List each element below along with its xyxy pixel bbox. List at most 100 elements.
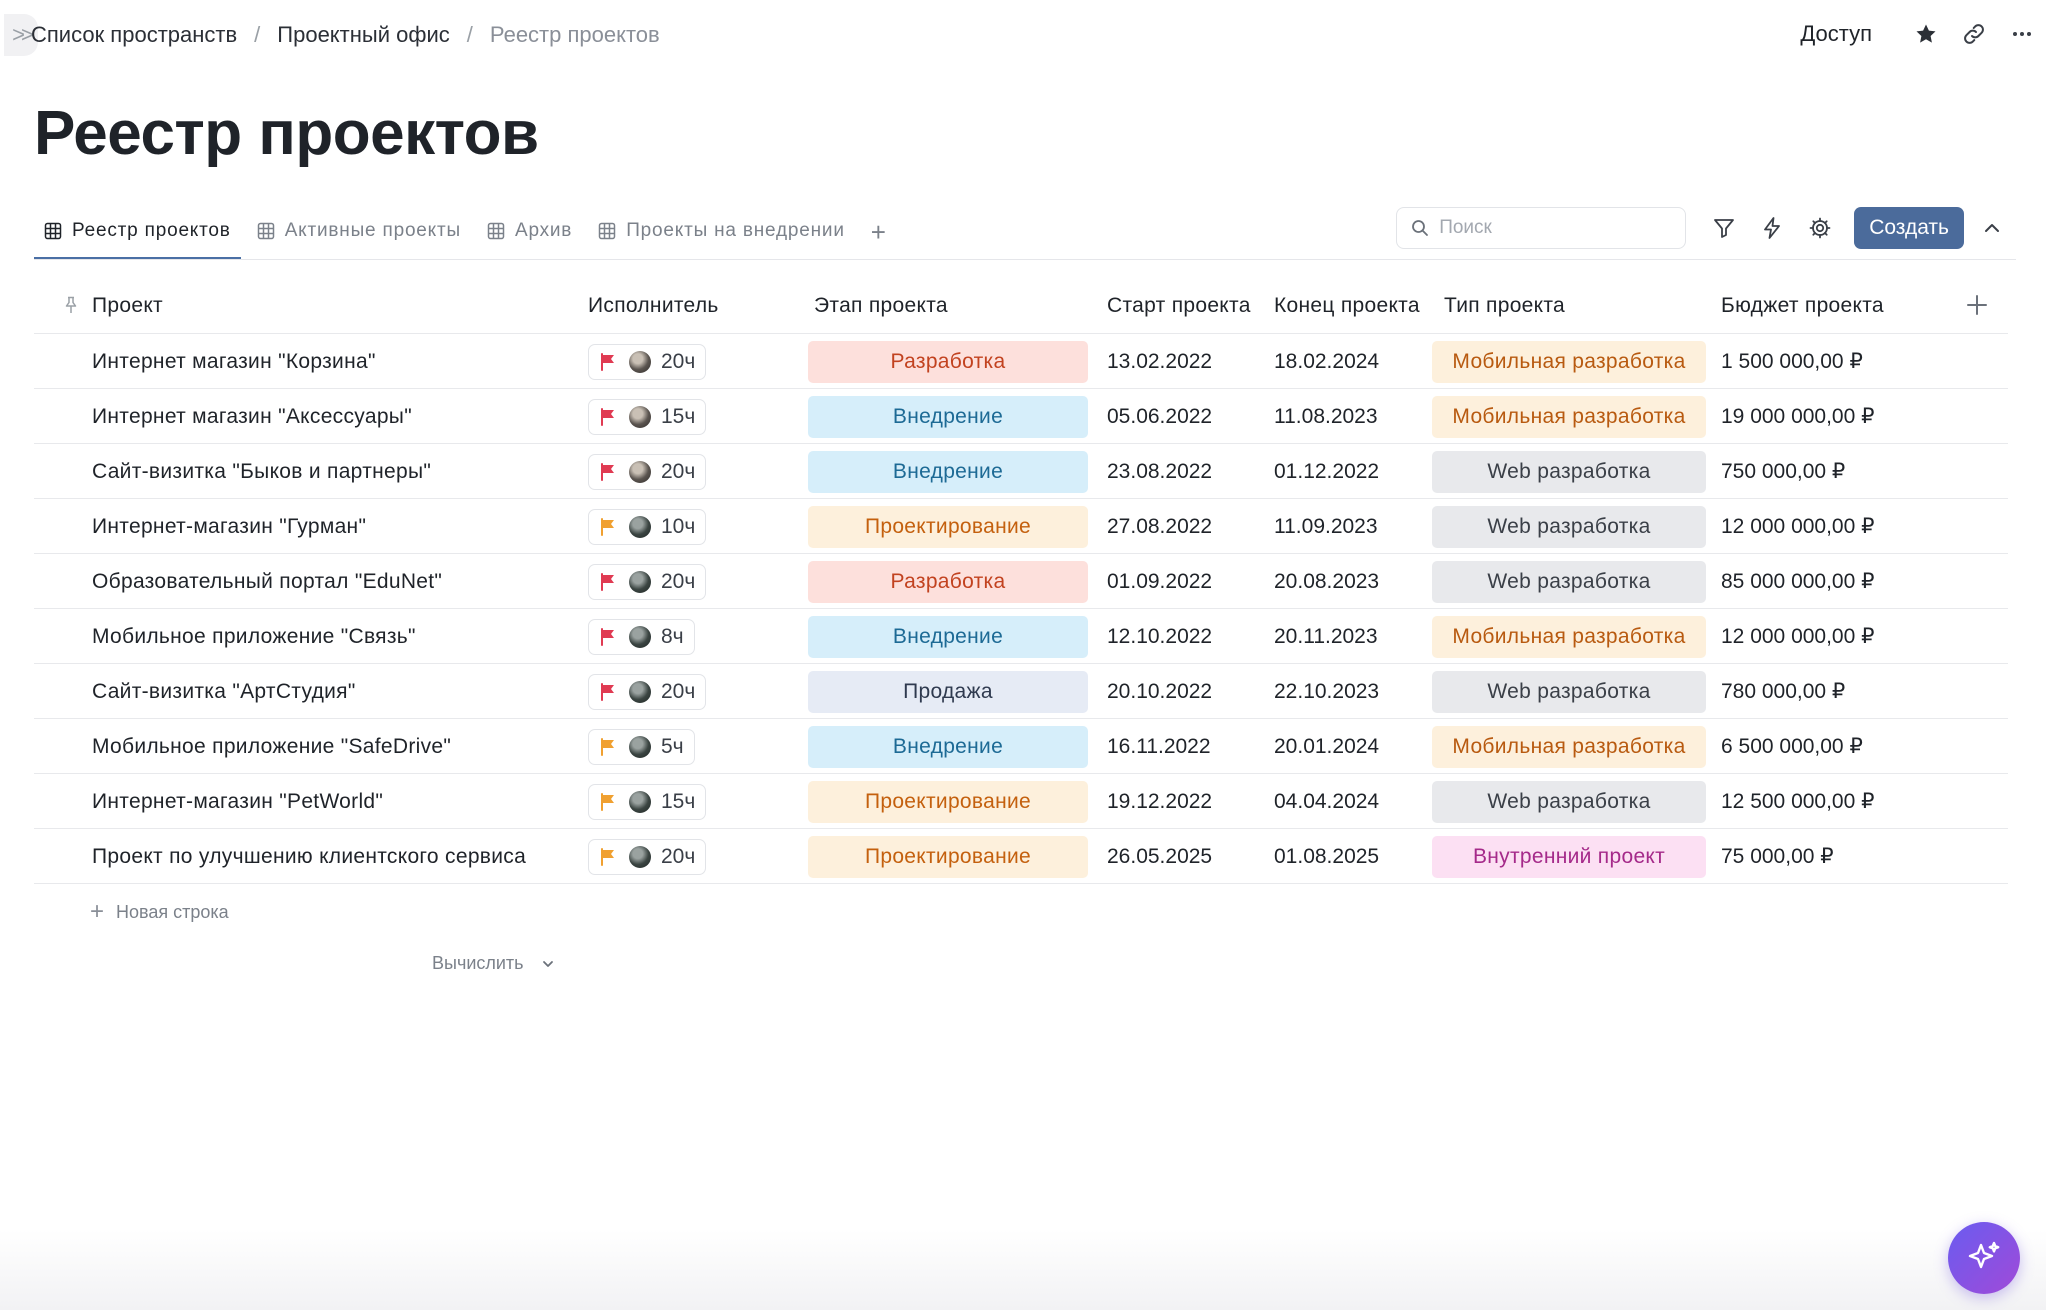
type-cell[interactable]: Мобильная разработка bbox=[1432, 389, 1706, 444]
type-cell[interactable]: Мобильная разработка bbox=[1432, 334, 1706, 389]
budget-value[interactable]: 6 500 000,00 ₽ bbox=[1721, 735, 1863, 758]
assignee-cell[interactable]: 20ч bbox=[588, 554, 707, 609]
search-box[interactable] bbox=[1396, 207, 1687, 249]
expand-sidebar-icon[interactable]: >> bbox=[4, 14, 38, 56]
search-input[interactable] bbox=[1439, 217, 1670, 239]
table-row[interactable]: Интернет магазин "Аксессуары" 15ч Внедрени… bbox=[34, 389, 2008, 444]
more-icon[interactable] bbox=[1998, 16, 2046, 52]
end-date[interactable]: 04.04.2024 bbox=[1274, 789, 1380, 813]
end-date[interactable]: 01.12.2022 bbox=[1274, 459, 1380, 483]
type-cell[interactable]: Web разработка bbox=[1432, 664, 1706, 719]
budget-value[interactable]: 85 000 000,00 ₽ bbox=[1721, 570, 1875, 593]
table-row[interactable]: Мобильное приложение "Связь" 8ч Внедрение 1… bbox=[34, 609, 2008, 664]
stage-cell[interactable]: Внедрение bbox=[808, 719, 1088, 774]
budget-value[interactable]: 75 000,00 ₽ bbox=[1721, 845, 1834, 868]
assignee-pill[interactable]: 20ч bbox=[588, 838, 707, 875]
tab-registry[interactable]: Реестр проектов bbox=[34, 204, 241, 260]
assignee-pill[interactable]: 8ч bbox=[588, 618, 695, 655]
assignee-pill[interactable]: 5ч bbox=[588, 728, 695, 765]
assignee-cell[interactable]: 20ч bbox=[588, 829, 707, 884]
access-button[interactable]: Доступ bbox=[1800, 21, 1872, 46]
column-header-budget[interactable]: Бюджет проекта bbox=[1721, 293, 1884, 317]
stage-cell[interactable]: Проектирование bbox=[808, 774, 1088, 829]
project-name[interactable]: Интернет магазин "Аксессуары" bbox=[92, 404, 412, 428]
assignee-cell[interactable]: 15ч bbox=[588, 389, 707, 444]
automation-icon[interactable] bbox=[1748, 207, 1796, 249]
start-date[interactable]: 23.08.2022 bbox=[1107, 459, 1213, 483]
assignee-cell[interactable]: 10ч bbox=[588, 499, 707, 554]
budget-value[interactable]: 1 500 000,00 ₽ bbox=[1721, 350, 1863, 373]
table-row[interactable]: Мобильное приложение "SafeDrive" 5ч Внедре… bbox=[34, 719, 2008, 774]
project-name[interactable]: Интернет-магазин "Гурман" bbox=[92, 514, 367, 538]
star-icon[interactable] bbox=[1902, 16, 1950, 52]
end-date[interactable]: 18.02.2024 bbox=[1274, 349, 1380, 373]
add-view-icon[interactable]: + bbox=[870, 216, 886, 247]
project-name[interactable]: Мобильное приложение "Связь" bbox=[92, 624, 416, 648]
project-name[interactable]: Сайт-визитка "Быков и партнеры" bbox=[92, 459, 432, 483]
start-date[interactable]: 13.02.2022 bbox=[1107, 349, 1213, 373]
project-name[interactable]: Проект по улучшению клиентского сервиса bbox=[92, 844, 527, 868]
assignee-pill[interactable]: 15ч bbox=[588, 398, 707, 435]
assignee-cell[interactable]: 5ч bbox=[588, 719, 695, 774]
assignee-pill[interactable]: 20ч bbox=[588, 453, 707, 490]
column-header-project[interactable]: Проект bbox=[92, 293, 163, 317]
settings-icon[interactable] bbox=[1796, 207, 1844, 249]
tab-implementation[interactable]: Проекты на внедрении bbox=[588, 204, 855, 260]
type-cell[interactable]: Web разработка bbox=[1432, 444, 1706, 499]
stage-cell[interactable]: Разработка bbox=[808, 554, 1088, 609]
assignee-pill[interactable]: 20ч bbox=[588, 343, 707, 380]
budget-value[interactable]: 12 500 000,00 ₽ bbox=[1721, 790, 1875, 813]
table-row[interactable]: Интернет-магазин "PetWorld" 15ч Проектиров… bbox=[34, 774, 2008, 829]
budget-value[interactable]: 12 000 000,00 ₽ bbox=[1721, 625, 1875, 648]
assignee-cell[interactable]: 20ч bbox=[588, 664, 707, 719]
assignee-pill[interactable]: 20ч bbox=[588, 673, 707, 710]
budget-value[interactable]: 12 000 000,00 ₽ bbox=[1721, 515, 1875, 538]
stage-cell[interactable]: Внедрение bbox=[808, 609, 1088, 664]
column-header-stage[interactable]: Этап проекта bbox=[814, 293, 948, 317]
end-date[interactable]: 22.10.2023 bbox=[1274, 679, 1380, 703]
end-date[interactable]: 20.01.2024 bbox=[1274, 734, 1380, 758]
stage-cell[interactable]: Проектирование bbox=[808, 829, 1088, 884]
assignee-pill[interactable]: 20ч bbox=[588, 563, 707, 600]
start-date[interactable]: 27.08.2022 bbox=[1107, 514, 1213, 538]
type-cell[interactable]: Мобильная разработка bbox=[1432, 719, 1706, 774]
chevron-up-icon[interactable] bbox=[1968, 207, 2016, 249]
table-row[interactable]: Сайт-визитка "Быков и партнеры" 20ч Внедре… bbox=[34, 444, 2008, 499]
table-row[interactable]: Интернет магазин "Корзина" 20ч Разработка 1… bbox=[34, 334, 2008, 389]
stage-cell[interactable]: Внедрение bbox=[808, 389, 1088, 444]
start-date[interactable]: 01.09.2022 bbox=[1107, 569, 1213, 593]
type-cell[interactable]: Web разработка bbox=[1432, 554, 1706, 609]
create-button[interactable]: Создать bbox=[1854, 207, 1964, 249]
stage-cell[interactable]: Продажа bbox=[808, 664, 1088, 719]
breadcrumb-item-office[interactable]: Проектный офис bbox=[277, 22, 450, 47]
end-date[interactable]: 20.08.2023 bbox=[1274, 569, 1380, 593]
end-date[interactable]: 11.09.2023 bbox=[1274, 514, 1378, 538]
table-row[interactable]: Образовательный портал "EduNet" 20ч Разраб… bbox=[34, 554, 2008, 609]
project-name[interactable]: Сайт-визитка "АртСтудия" bbox=[92, 679, 356, 703]
type-cell[interactable]: Внутренний проект bbox=[1432, 829, 1706, 884]
breadcrumb-item-spaces[interactable]: Список пространств bbox=[31, 22, 238, 47]
start-date[interactable]: 16.11.2022 bbox=[1107, 734, 1211, 758]
budget-value[interactable]: 780 000,00 ₽ bbox=[1721, 680, 1846, 703]
column-header-start[interactable]: Старт проекта bbox=[1107, 293, 1251, 317]
stage-cell[interactable]: Внедрение bbox=[808, 444, 1088, 499]
project-name[interactable]: Образовательный портал "EduNet" bbox=[92, 569, 443, 593]
stage-cell[interactable]: Проектирование bbox=[808, 499, 1088, 554]
assignee-cell[interactable]: 8ч bbox=[588, 609, 695, 664]
start-date[interactable]: 26.05.2025 bbox=[1107, 844, 1213, 868]
table-row[interactable]: Проект по улучшению клиентского сервиса 2… bbox=[34, 829, 2008, 884]
project-name[interactable]: Интернет магазин "Корзина" bbox=[92, 349, 376, 373]
budget-value[interactable]: 750 000,00 ₽ bbox=[1721, 460, 1846, 483]
type-cell[interactable]: Web разработка bbox=[1432, 499, 1706, 554]
type-cell[interactable]: Мобильная разработка bbox=[1432, 609, 1706, 664]
ai-assistant-button[interactable] bbox=[1948, 1222, 2020, 1294]
assignee-cell[interactable]: 20ч bbox=[588, 444, 707, 499]
column-header-end[interactable]: Конец проекта bbox=[1274, 293, 1420, 317]
start-date[interactable]: 05.06.2022 bbox=[1107, 404, 1213, 428]
budget-value[interactable]: 19 000 000,00 ₽ bbox=[1721, 405, 1875, 428]
end-date[interactable]: 11.08.2023 bbox=[1274, 404, 1378, 428]
compute-button[interactable]: Вычислить bbox=[432, 953, 556, 974]
pin-icon[interactable] bbox=[64, 296, 78, 314]
new-row-button[interactable]: + Новая строка bbox=[90, 898, 229, 926]
link-icon[interactable] bbox=[1950, 16, 1998, 52]
